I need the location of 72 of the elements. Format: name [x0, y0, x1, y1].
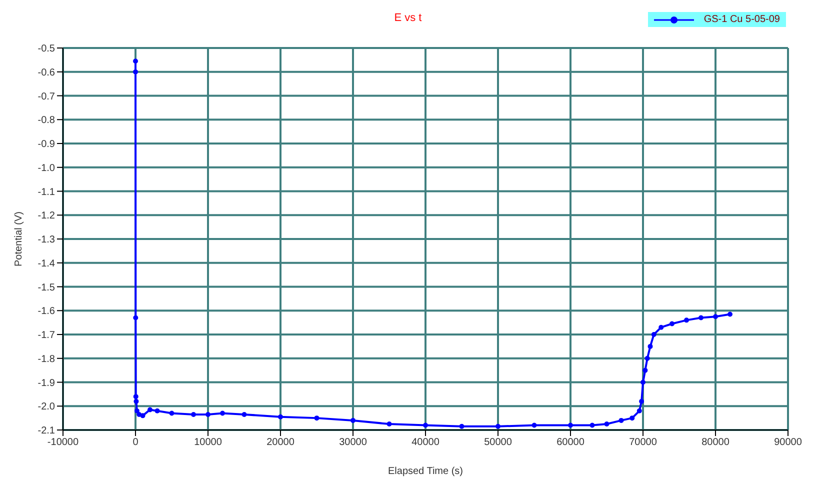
x-tick-label: 20000 [266, 437, 295, 448]
point [590, 422, 595, 428]
point [728, 312, 732, 317]
point [713, 314, 718, 320]
point [386, 422, 392, 427]
point [642, 368, 648, 373]
point [648, 344, 653, 349]
chart-title: E vs t [394, 12, 422, 24]
point [568, 422, 573, 428]
point [148, 407, 152, 412]
x-tick-label: 90000 [774, 437, 802, 448]
x-tick-label: 40000 [412, 437, 440, 448]
point [698, 315, 704, 320]
point [133, 394, 138, 400]
point [670, 321, 674, 326]
y-tick-label: -1.0 [38, 162, 56, 174]
y-tick-label: -1.5 [38, 282, 56, 294]
point [278, 414, 283, 420]
point [684, 318, 689, 323]
point [206, 412, 210, 417]
point [140, 413, 146, 418]
point [134, 398, 139, 404]
y-tick-label: -0.8 [38, 115, 56, 126]
y-tick-label: -0.5 [38, 44, 56, 55]
y-tick-label: -1.4 [38, 258, 56, 270]
y-tick-label: -1.8 [38, 354, 56, 365]
x-tick-label: 50000 [484, 437, 512, 448]
point [220, 410, 225, 416]
y-tick-label: -1.9 [38, 378, 56, 389]
x-tick-label: 0 [132, 437, 139, 448]
y-tick-label: -0.6 [38, 67, 56, 78]
point [314, 416, 320, 421]
y-tick-label: -1.3 [38, 234, 56, 246]
x-tick-label: 70000 [629, 437, 658, 448]
point [154, 408, 160, 414]
y-tick-label: -2.0 [38, 402, 56, 413]
point [242, 412, 247, 417]
point [496, 424, 500, 429]
point [169, 410, 174, 416]
x-tick-label: 80000 [702, 437, 730, 448]
point [350, 418, 356, 423]
point [532, 422, 537, 428]
point [618, 418, 624, 423]
legend-label: GS-1 Cu 5-05-09 [704, 14, 780, 25]
point [651, 332, 656, 337]
x-tick-label: 60000 [556, 437, 585, 448]
point [640, 380, 646, 385]
point [639, 398, 644, 404]
y-tick-label: -2.1 [38, 426, 56, 437]
point [134, 408, 140, 414]
y-tick-label: -1.7 [38, 330, 56, 342]
point [191, 412, 196, 417]
point [423, 422, 428, 428]
y-tick-label: -0.7 [38, 91, 56, 102]
y-tick-label: -1.2 [38, 210, 56, 222]
x-tick-label: 10000 [194, 437, 222, 448]
x-axis-title: Elapsed Time (s) [388, 466, 464, 477]
point [636, 408, 642, 414]
point [133, 315, 138, 320]
x-tick-label: -10000 [47, 437, 80, 448]
y-tick-label: -1.1 [38, 186, 56, 198]
point [133, 69, 138, 74]
y-tick-label: -0.9 [38, 139, 56, 150]
point [604, 422, 610, 427]
point [630, 416, 635, 421]
x-tick-label: 30000 [339, 437, 368, 448]
point [658, 324, 664, 330]
y-axis-title: Potential (V) [14, 211, 25, 267]
point [459, 424, 464, 429]
point [133, 58, 138, 64]
point [644, 356, 650, 361]
y-tick-label: -1.6 [38, 306, 56, 318]
